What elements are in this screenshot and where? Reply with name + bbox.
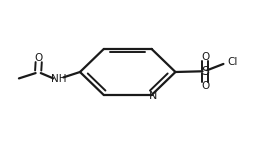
- Text: O: O: [201, 81, 209, 91]
- Text: Cl: Cl: [227, 57, 237, 67]
- Text: O: O: [201, 52, 209, 62]
- Text: O: O: [35, 53, 43, 63]
- Text: S: S: [201, 65, 209, 78]
- Text: N: N: [149, 91, 157, 101]
- Text: NH: NH: [51, 74, 67, 84]
